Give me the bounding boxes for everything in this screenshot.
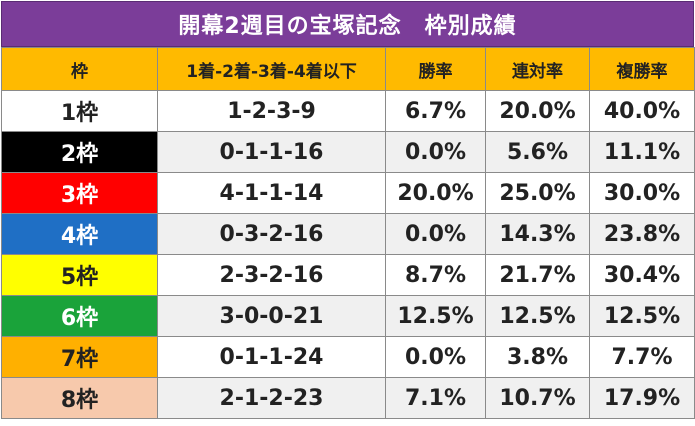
frame-label: 1枠 — [1, 90, 158, 132]
win-rate-cell: 0.0% — [385, 213, 486, 255]
record-cell: 0-3-2-16 — [157, 213, 386, 255]
frame-label: 4枠 — [1, 213, 158, 255]
win-rate-cell: 6.7% — [385, 90, 486, 132]
header-record: 1着-2着-3着-4着以下 — [157, 47, 386, 91]
header-win-rate: 勝率 — [385, 47, 486, 91]
frame-label: 6枠 — [1, 295, 158, 337]
record-cell: 4-1-1-14 — [157, 172, 386, 214]
frame-label: 5枠 — [1, 254, 158, 296]
header-frame: 枠 — [1, 47, 158, 91]
win-rate-cell: 8.7% — [385, 254, 486, 296]
win-rate-cell: 0.0% — [385, 131, 486, 173]
show-rate-cell: 12.5% — [589, 295, 695, 337]
quinella-rate-cell: 3.8% — [485, 336, 590, 378]
record-cell: 2-3-2-16 — [157, 254, 386, 296]
table-title: 開幕2週目の宝塚記念 枠別成績 — [1, 1, 694, 47]
record-cell: 3-0-0-21 — [157, 295, 386, 337]
table-row: 8枠 2-1-2-23 7.1% 10.7% 17.9% — [1, 377, 695, 419]
show-rate-cell: 40.0% — [589, 90, 695, 132]
quinella-rate-cell: 5.6% — [485, 131, 590, 173]
frame-results-table: 枠 1着-2着-3着-4着以下 勝率 連対率 複勝率 1枠 1-2-3-9 6.7%… — [1, 47, 695, 419]
frame-label: 8枠 — [1, 377, 158, 419]
quinella-rate-cell: 14.3% — [485, 213, 590, 255]
table-row: 3枠 4-1-1-14 20.0% 25.0% 30.0% — [1, 172, 695, 214]
header-quinella-rate: 連対率 — [485, 47, 590, 91]
table-row: 4枠 0-3-2-16 0.0% 14.3% 23.8% — [1, 213, 695, 255]
frame-label: 7枠 — [1, 336, 158, 378]
win-rate-cell: 20.0% — [385, 172, 486, 214]
record-cell: 0-1-1-16 — [157, 131, 386, 173]
quinella-rate-cell: 12.5% — [485, 295, 590, 337]
show-rate-cell: 30.4% — [589, 254, 695, 296]
table-row: 5枠 2-3-2-16 8.7% 21.7% 30.4% — [1, 254, 695, 296]
show-rate-cell: 30.0% — [589, 172, 695, 214]
quinella-rate-cell: 21.7% — [485, 254, 590, 296]
table-row: 2枠 0-1-1-16 0.0% 5.6% 11.1% — [1, 131, 695, 173]
quinella-rate-cell: 20.0% — [485, 90, 590, 132]
header-show-rate: 複勝率 — [589, 47, 695, 91]
win-rate-cell: 0.0% — [385, 336, 486, 378]
quinella-rate-cell: 10.7% — [485, 377, 590, 419]
header-row: 枠 1着-2着-3着-4着以下 勝率 連対率 複勝率 — [1, 47, 695, 91]
show-rate-cell: 17.9% — [589, 377, 695, 419]
frame-label: 2枠 — [1, 131, 158, 173]
table-row: 6枠 3-0-0-21 12.5% 12.5% 12.5% — [1, 295, 695, 337]
record-cell: 0-1-1-24 — [157, 336, 386, 378]
quinella-rate-cell: 25.0% — [485, 172, 590, 214]
win-rate-cell: 7.1% — [385, 377, 486, 419]
table-row: 1枠 1-2-3-9 6.7% 20.0% 40.0% — [1, 90, 695, 132]
record-cell: 2-1-2-23 — [157, 377, 386, 419]
frame-label: 3枠 — [1, 172, 158, 214]
show-rate-cell: 7.7% — [589, 336, 695, 378]
win-rate-cell: 12.5% — [385, 295, 486, 337]
table-row: 7枠 0-1-1-24 0.0% 3.8% 7.7% — [1, 336, 695, 378]
record-cell: 1-2-3-9 — [157, 90, 386, 132]
show-rate-cell: 11.1% — [589, 131, 695, 173]
show-rate-cell: 23.8% — [589, 213, 695, 255]
